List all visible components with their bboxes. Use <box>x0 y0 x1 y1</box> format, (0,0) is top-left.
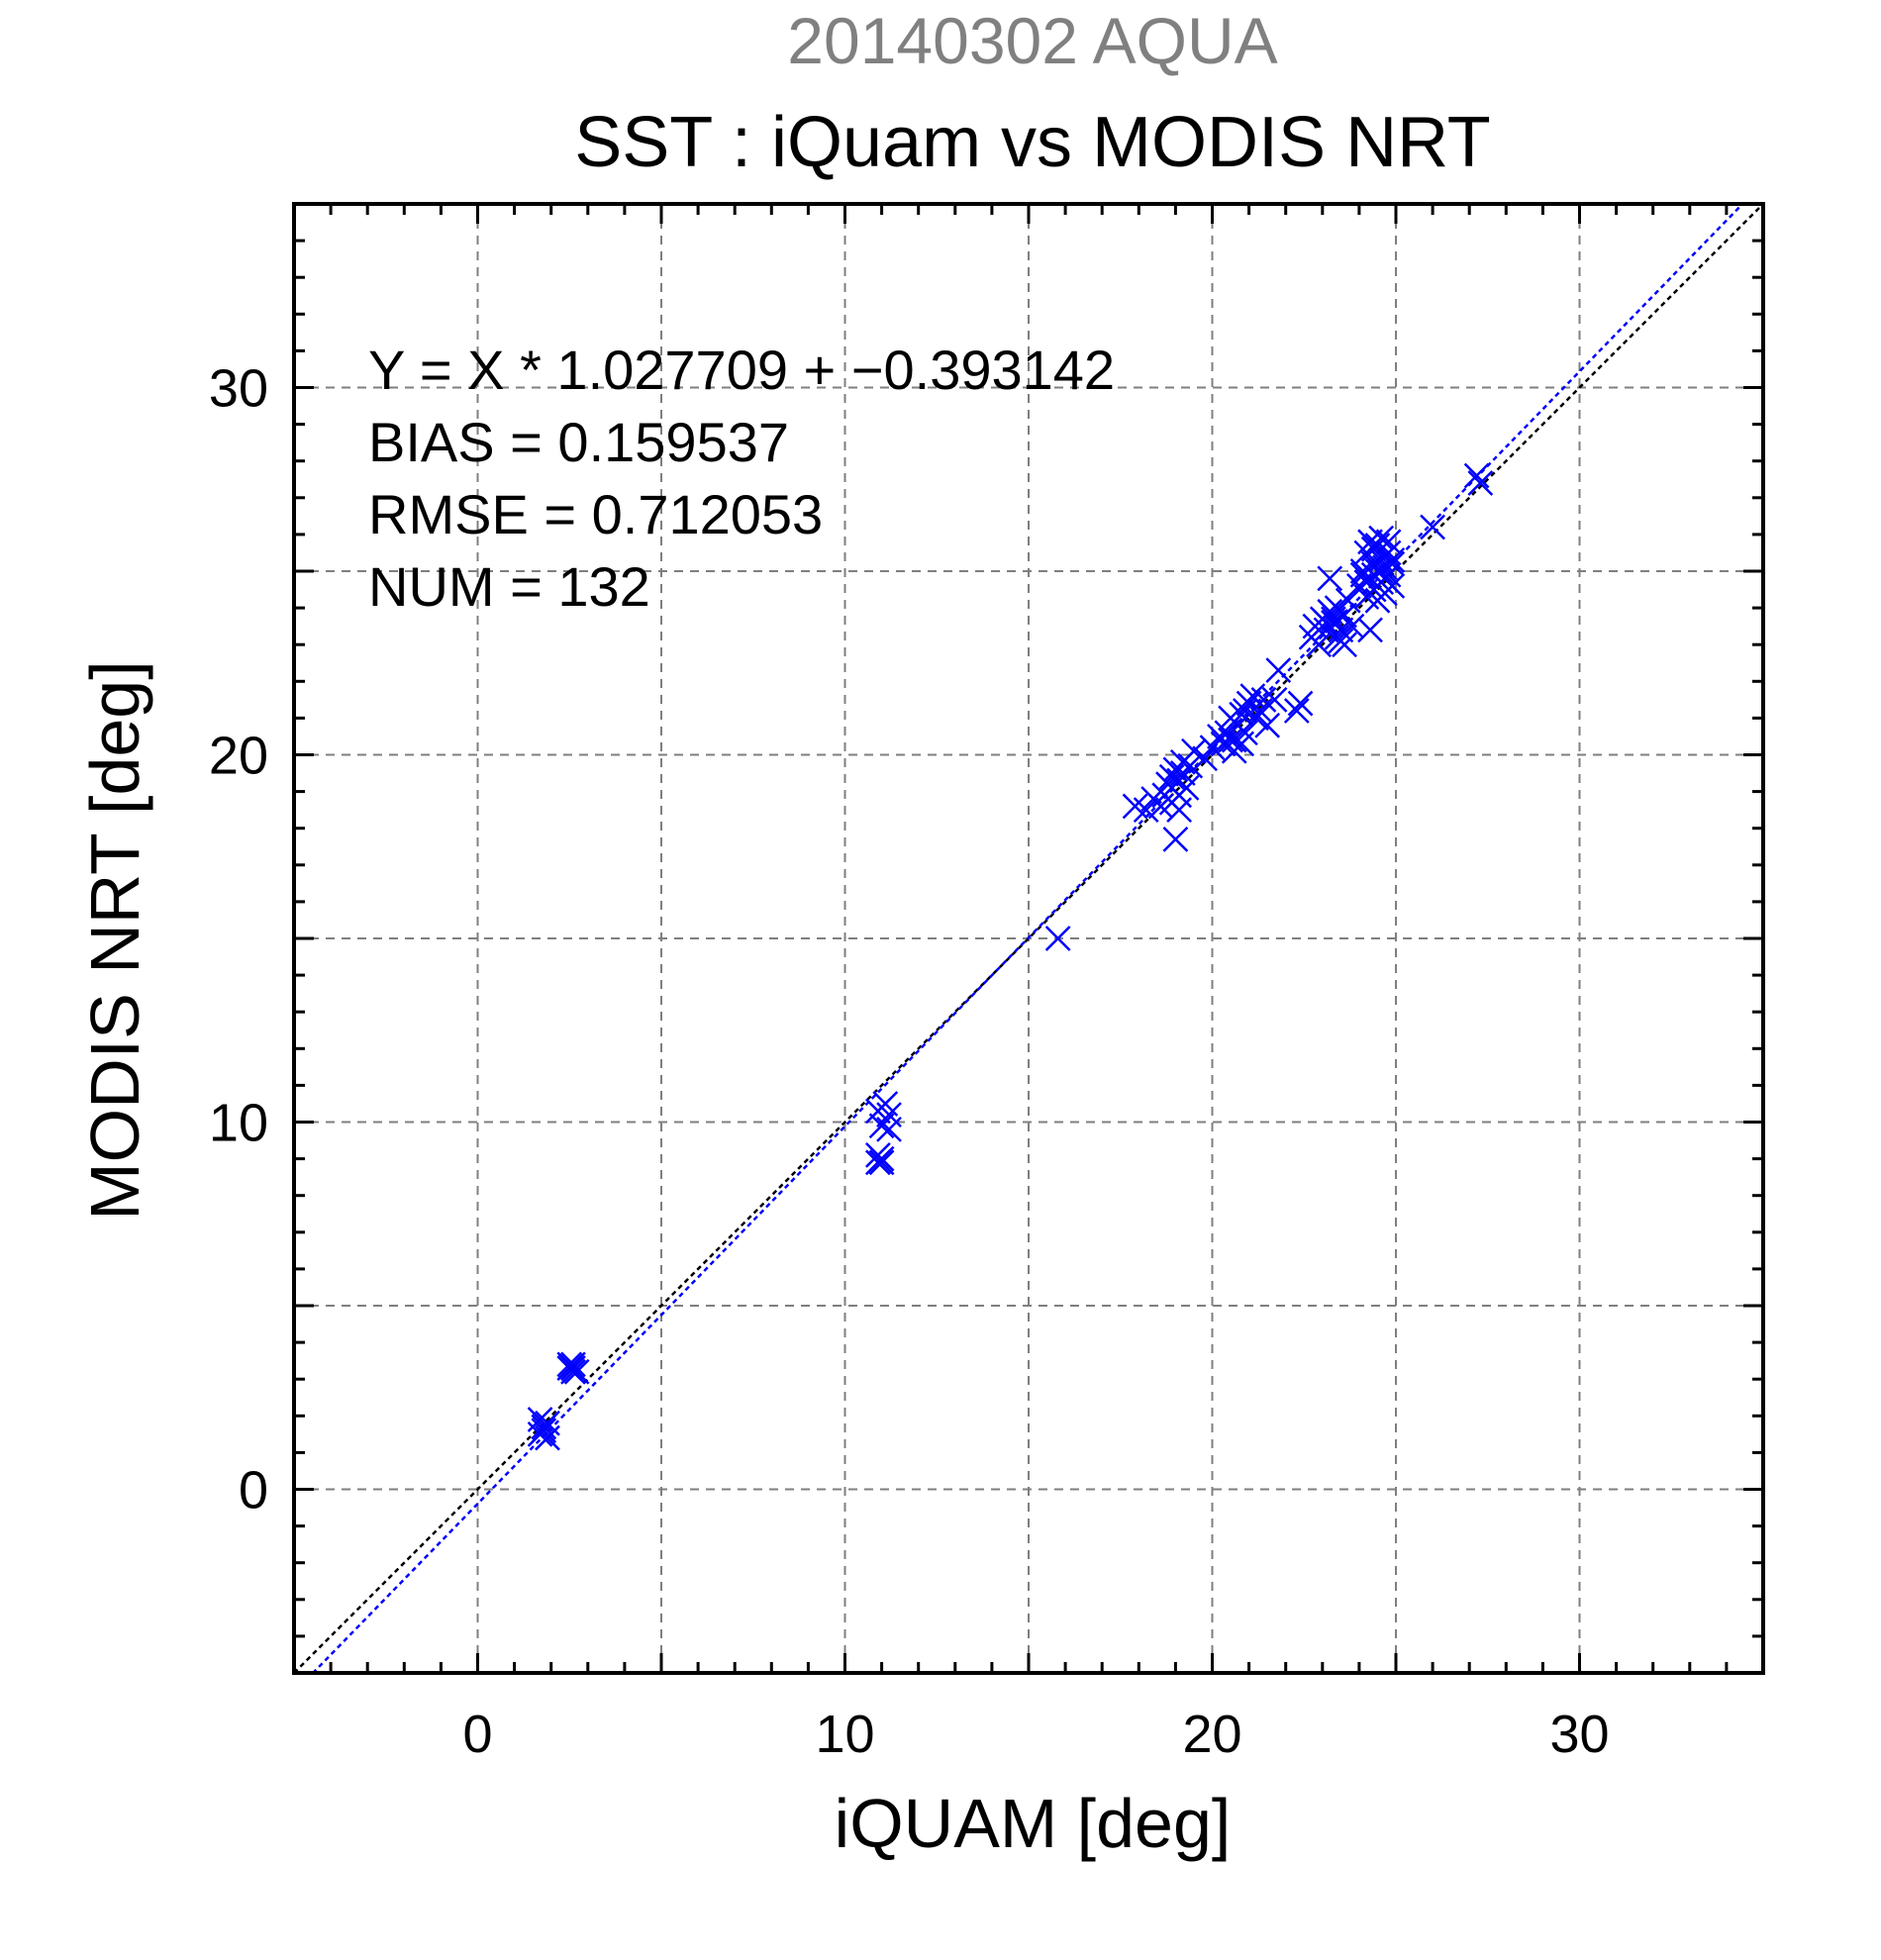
data-point <box>1166 797 1192 824</box>
data-point <box>1250 686 1277 713</box>
data-point <box>868 1149 895 1176</box>
y-tick-label: 30 <box>209 359 268 419</box>
data-point <box>865 1149 891 1176</box>
data-point <box>560 1358 586 1385</box>
x-tick-label: 30 <box>1549 1705 1609 1764</box>
data-point <box>1133 797 1159 824</box>
x-axis-label: iQUAM [deg] <box>835 1785 1232 1862</box>
annotation-line: RMSE = 0.712053 <box>368 483 823 545</box>
tick-labels: 0 10 20 30 0 10 20 30 <box>209 359 1610 1765</box>
data-point <box>1360 536 1387 562</box>
data-point <box>876 1117 902 1142</box>
data-point <box>1321 606 1346 633</box>
regression-fit-line <box>311 204 1744 1673</box>
data-point <box>1467 470 1494 496</box>
annotation-line: BIAS = 0.159537 <box>368 411 789 473</box>
x-tick-label: 10 <box>815 1705 874 1764</box>
chart-supertitle: 20140302 AQUA <box>787 4 1277 77</box>
data-point <box>1265 657 1292 684</box>
data-point <box>1044 926 1071 951</box>
data-point <box>1328 628 1354 654</box>
data-point <box>535 1424 560 1451</box>
data-point <box>1236 690 1262 717</box>
data-point <box>1313 610 1339 636</box>
y-tick-label: 0 <box>239 1461 268 1520</box>
data-point <box>1371 543 1398 570</box>
data-points <box>527 462 1494 1451</box>
data-point <box>1463 462 1490 489</box>
chart-title: SST : iQuam vs MODIS NRT <box>574 103 1491 182</box>
data-point <box>1420 514 1445 540</box>
data-point <box>1349 561 1376 588</box>
data-point <box>1364 587 1391 614</box>
statistics-annotation: Y = X * 1.027709 + −0.393142 BIAS = 0.159… <box>368 339 1115 618</box>
data-point <box>1218 727 1243 753</box>
data-point <box>1173 775 1200 801</box>
x-tick-label: 20 <box>1182 1705 1241 1764</box>
identity-line <box>294 204 1763 1673</box>
data-point <box>1283 698 1310 724</box>
data-point <box>1371 565 1398 592</box>
data-point <box>1162 826 1189 852</box>
data-point <box>527 1421 553 1447</box>
data-point <box>868 1113 895 1139</box>
data-point <box>1317 565 1343 592</box>
x-tick-label: 0 <box>462 1705 492 1764</box>
annotation-line: Y = X * 1.027709 + −0.393142 <box>368 339 1115 401</box>
annotation-line: NUM = 132 <box>368 555 650 618</box>
data-point <box>560 1351 586 1378</box>
data-point <box>1287 690 1314 717</box>
y-axis-label: MODIS NRT [deg] <box>76 660 153 1220</box>
y-tick-label: 20 <box>209 727 268 786</box>
data-point <box>1177 752 1204 779</box>
reference-lines <box>294 204 1763 1673</box>
plot-frame <box>292 202 1765 1675</box>
data-point <box>1379 546 1406 573</box>
data-point <box>1192 745 1218 772</box>
data-point <box>556 1351 583 1378</box>
y-tick-label: 10 <box>209 1094 268 1153</box>
data-point <box>1254 712 1281 738</box>
data-point <box>1243 705 1269 732</box>
data-point <box>1221 727 1247 753</box>
grid <box>294 204 1763 1673</box>
data-point <box>1306 632 1332 658</box>
data-point <box>1357 617 1383 643</box>
data-point <box>1233 698 1258 724</box>
